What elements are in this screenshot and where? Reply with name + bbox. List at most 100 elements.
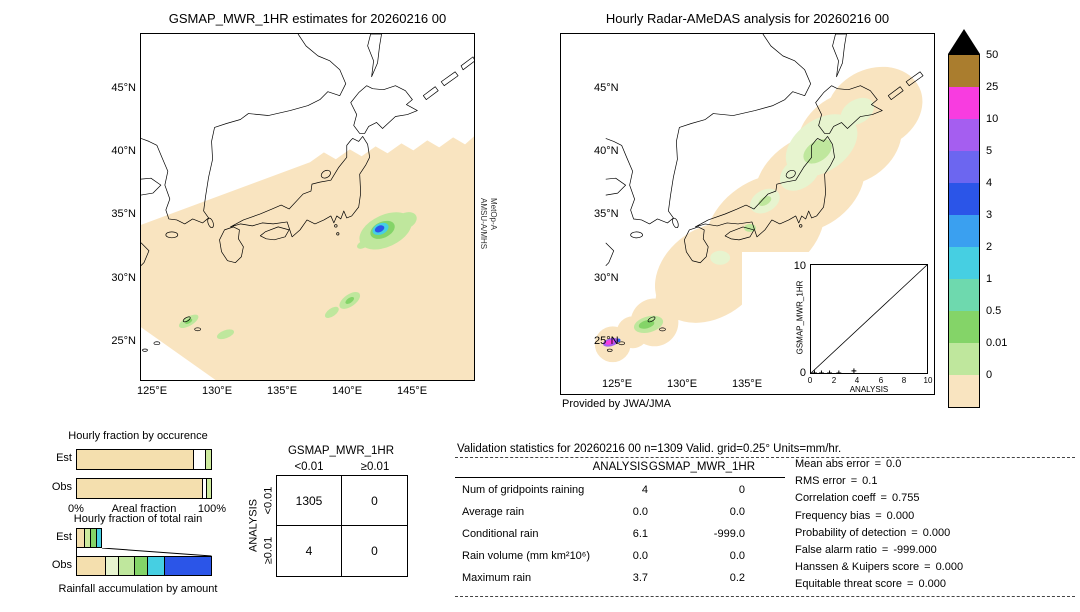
totalrain-row-label: Obs [51, 559, 72, 571]
coast-ishigaki [606, 348, 613, 352]
occurrence-axis-max: 100% [197, 503, 227, 515]
colorbar-block-50 [949, 55, 979, 87]
coast-honshu [230, 136, 370, 238]
coast-kuril-1 [422, 86, 439, 100]
scatter-point [812, 370, 817, 373]
totalrain-title: Hourly fraction of total rain [73, 513, 203, 525]
precipitation-blobs [178, 212, 417, 340]
colorbar-tick-label: 4 [986, 177, 993, 189]
coast-shandong [141, 177, 162, 196]
coastlines [141, 34, 474, 352]
left-map-lat-label: 25°N [111, 335, 136, 347]
stat-label: False alarm ratio [795, 544, 877, 556]
coast-shikoku [259, 226, 290, 241]
colorbar-block-25 [949, 87, 979, 119]
scatter-point [836, 370, 842, 373]
equals-sign: = [874, 458, 882, 470]
colorbar-block-2 [949, 247, 979, 279]
left-map-lon-label: 125°E [136, 385, 168, 397]
validation-row-label: Maximum rain [462, 572, 532, 584]
equals-sign: = [911, 527, 918, 539]
left-map-lon-label: 135°E [266, 385, 298, 397]
colorbar-block-0.5 [949, 311, 979, 343]
equals-sign: = [881, 544, 889, 556]
stat-label: Probability of detection [795, 527, 907, 539]
contingency-cell-miss: 4 [277, 526, 342, 576]
colorbar-block-0 [949, 375, 979, 407]
contingency-row-label-lt: <0.01 [262, 486, 275, 515]
contingency-row-axis: ANALYSIS [247, 499, 260, 552]
scatter-point [818, 370, 824, 373]
contingency-header: GSMAP_MWR_1HR [287, 445, 395, 457]
validation-row-label: Conditional rain [462, 528, 539, 540]
colorbar-tick-label: 0.01 [986, 337, 1008, 349]
coast-kuril-2 [905, 71, 924, 87]
right-map-title: Hourly Radar-AMeDAS analysis for 2026021… [605, 11, 890, 26]
coast-ishigaki [142, 348, 148, 352]
satellite-swath [141, 136, 474, 380]
scatter-point [851, 368, 857, 373]
divider-bottom [455, 596, 1075, 597]
left-map-graphic [141, 34, 474, 380]
validation-stat: Frequency bias = 0.000 [795, 510, 1075, 523]
divider-top [455, 457, 1075, 458]
inset-ytick-bottom: 0 [799, 367, 806, 379]
contingency-cell-hit: 0 [371, 544, 378, 558]
right-map [560, 33, 935, 395]
coast-miyako [618, 341, 626, 346]
left-map-lon-label: 145°E [396, 385, 428, 397]
stat-label: Equitable threat score [795, 578, 903, 590]
contingency-col-label-lt: <0.01 [294, 461, 324, 473]
totalrain-bar [76, 556, 212, 576]
occurrence-row-label: Obs [51, 481, 72, 493]
totalrain-caption: Rainfall accumulation by amount [58, 583, 218, 595]
bar-segment [134, 557, 148, 575]
coast-tsushima [672, 217, 679, 229]
left-map-lat-label: 45°N [111, 82, 136, 94]
validation-analysis-value: 6.1 [632, 528, 648, 540]
coast-kuril-2 [440, 71, 459, 87]
sensor-name: MetOp-A [489, 198, 498, 231]
scatter-points [812, 368, 857, 373]
equals-sign: = [924, 561, 931, 573]
equals-sign: = [850, 475, 858, 487]
contingency-row-label-ge: ≥0.01 [262, 536, 275, 565]
colorbar-overflow-triangle [948, 29, 980, 54]
colorbar-tick-label: 5 [986, 145, 993, 157]
occurrence-bar [76, 478, 212, 499]
colorbar-tick-label: 10 [986, 113, 999, 125]
instrument-name: AMSU-A/MHS [479, 198, 488, 250]
contingency-table: 1305 0 4 0 [276, 475, 408, 577]
inset-ytick-top: 10 [793, 260, 806, 272]
validation-col-analysis: ANALYSIS [592, 461, 648, 473]
occurrence-title: Hourly fraction by occurence [68, 430, 208, 442]
coast-sakhalin [832, 34, 847, 78]
validation-gsmap-value: 0.0 [729, 506, 745, 518]
right-map-graphic [594, 34, 924, 363]
validation-stat: Mean abs error = 0.0 [795, 458, 1075, 471]
bar-segment [97, 529, 101, 547]
stat-value: 0.0 [886, 458, 902, 470]
bar-segment [84, 529, 91, 547]
coast-jiangsu [141, 242, 150, 266]
bar-segment [193, 450, 206, 469]
bar-segment [106, 557, 119, 575]
coast-shikoku [724, 226, 755, 241]
colorbar-block-5 [949, 151, 979, 183]
coast-mainland-asia [141, 34, 347, 225]
stat-label: Correlation coeff [795, 492, 876, 504]
left-map-lon-label: 140°E [331, 385, 363, 397]
coast-mainland-asia [605, 34, 812, 225]
validation-row-label: Num of gridpoints raining [462, 484, 585, 496]
bar-segment [77, 479, 203, 498]
stat-label: Mean abs error [795, 458, 870, 470]
occurrence-axis-title: Areal fraction [111, 503, 177, 515]
left-map-sensor-label: MetOp-A AMSU-A/MHS [478, 198, 498, 348]
coast-hokkaido [815, 85, 883, 134]
one-to-one-line [811, 265, 927, 373]
coast-izu-island [799, 224, 803, 228]
validation-gsmap-value: 0.0 [729, 550, 745, 562]
equals-sign: = [880, 492, 887, 504]
coast-kyushu [219, 226, 244, 264]
